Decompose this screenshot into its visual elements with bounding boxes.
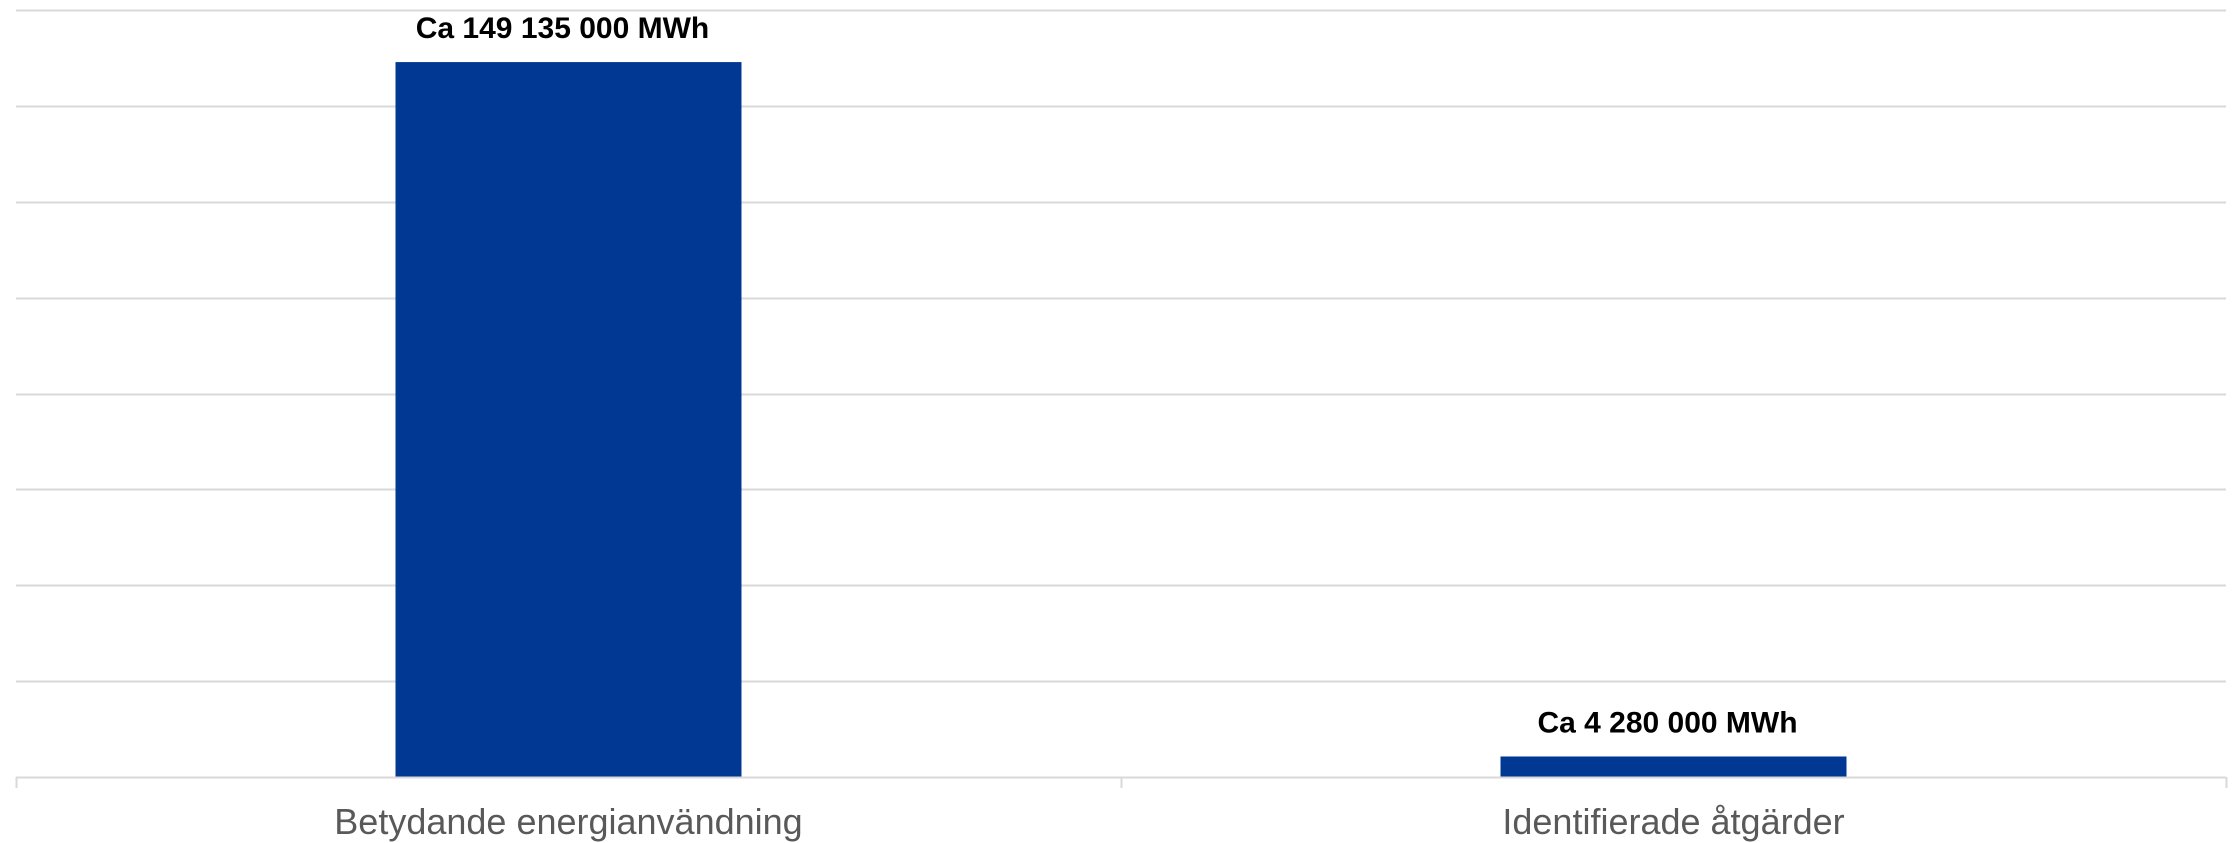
data-label: Ca 4 280 000 MWh bbox=[1537, 706, 1797, 739]
category-label: Identifierade åtgärder bbox=[1502, 801, 1844, 842]
data-labels: Ca 149 135 000 MWh Ca 4 280 000 MWh bbox=[416, 12, 1798, 739]
x-axis bbox=[15, 776, 2228, 788]
category-labels: Betydande energianvändning Identifierade … bbox=[334, 801, 1844, 842]
bars bbox=[395, 62, 1847, 777]
bar bbox=[395, 62, 742, 777]
bar bbox=[1500, 756, 1847, 777]
gridlines bbox=[16, 9, 2226, 683]
category-label: Betydande energianvändning bbox=[334, 801, 802, 842]
data-label: Ca 149 135 000 MWh bbox=[416, 12, 709, 45]
